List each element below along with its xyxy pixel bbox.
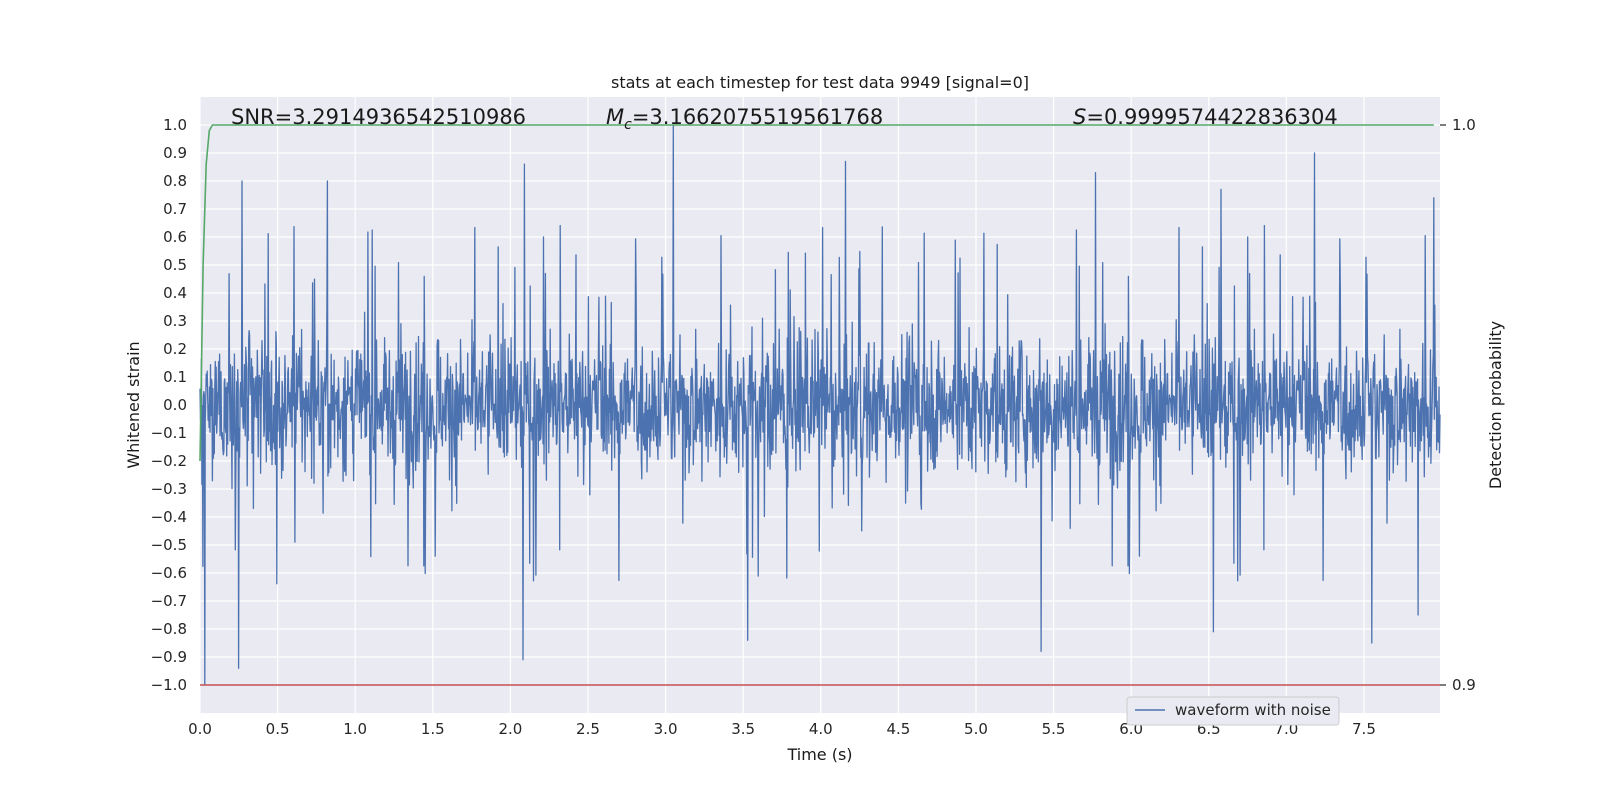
y-tick-label: 0.7: [163, 200, 187, 218]
legend: waveform with noise: [1126, 696, 1340, 726]
y-tick-label: 0.2: [163, 340, 187, 358]
y-tick-label: 0.3: [163, 312, 187, 330]
y-tick-label: −0.9: [151, 648, 187, 666]
chirp-mass-annotation: Mc=3.1662075519561768: [606, 105, 883, 133]
y-tick-label: −0.6: [151, 564, 187, 582]
y-tick-label: −1.0: [151, 676, 187, 694]
y-tick-label: 1.0: [163, 116, 187, 134]
y-tick-label: 0.9: [163, 144, 187, 162]
y2-tick-labels: 0.9 1.0: [1440, 116, 1476, 694]
s-symbol: S: [1073, 105, 1086, 129]
x-tick-label: 5.5: [1042, 720, 1066, 738]
y-tick-label: −0.1: [151, 424, 187, 442]
y-tick-label: 0.1: [163, 368, 187, 386]
s-annotation: S=0.9999574422836304: [1073, 105, 1338, 129]
x-tick-label: 3.5: [731, 720, 755, 738]
snr-annotation: SNR=3.2914936542510986: [231, 105, 526, 129]
y2-axis-label: Detection probability: [1486, 321, 1505, 489]
x-tick-label: 4.0: [809, 720, 833, 738]
y-tick-label: 0.0: [163, 396, 187, 414]
x-axis-label: Time (s): [786, 745, 852, 764]
y-tick-label: 0.6: [163, 228, 187, 246]
y2-tick-label: 1.0: [1452, 116, 1476, 134]
s-value: =0.9999574422836304: [1086, 105, 1337, 129]
y-tick-label: −0.5: [151, 536, 187, 554]
x-tick-label: 3.0: [654, 720, 678, 738]
x-tick-label: 7.5: [1352, 720, 1376, 738]
x-tick-label: 0.0: [188, 720, 212, 738]
y-tick-label: 0.4: [163, 284, 187, 302]
y-axis-label: Whitened strain: [124, 341, 143, 468]
series-detection-probability: [199, 124, 1434, 462]
legend-box: [1126, 696, 1340, 726]
chirp-mass-symbol: M: [606, 105, 624, 129]
y-tick-label: −0.3: [151, 480, 187, 498]
y-tick-label: 0.8: [163, 172, 187, 190]
y-tick-label: −0.8: [151, 620, 187, 638]
chirp-mass-value: =3.1662075519561768: [632, 105, 883, 129]
y-tick-label: −0.7: [151, 592, 187, 610]
x-tick-label: 0.5: [266, 720, 290, 738]
x-tick-label: 1.5: [421, 720, 445, 738]
x-tick-label: 5.0: [964, 720, 988, 738]
x-tick-label: 2.0: [498, 720, 522, 738]
y-tick-labels: −1.0 −0.9 −0.8 −0.7 −0.6 −0.5 −0.4 −0.3 −0.2 −0.1…: [151, 116, 187, 694]
y-tick-label: −0.2: [151, 452, 187, 470]
x-tick-label: 2.5: [576, 720, 600, 738]
chart-title: stats at each timestep for test data 994…: [611, 73, 1029, 92]
series-waveform-with-noise: [199, 124, 1441, 686]
chirp-mass-subscript: c: [624, 117, 632, 133]
x-tick-label: 1.0: [343, 720, 367, 738]
x-tick-labels: 0.0 0.5 1.0 1.5 2.0 2.5 3.0 3.5 4.0 4.5 5.0 5.5 6.0 6…: [188, 720, 1376, 738]
y2-tick-label: 0.9: [1452, 676, 1476, 694]
y-tick-label: −0.4: [151, 508, 187, 526]
x-tick-label: 4.5: [886, 720, 910, 738]
legend-label: waveform with noise: [1175, 701, 1331, 719]
y-tick-label: 0.5: [163, 256, 187, 274]
